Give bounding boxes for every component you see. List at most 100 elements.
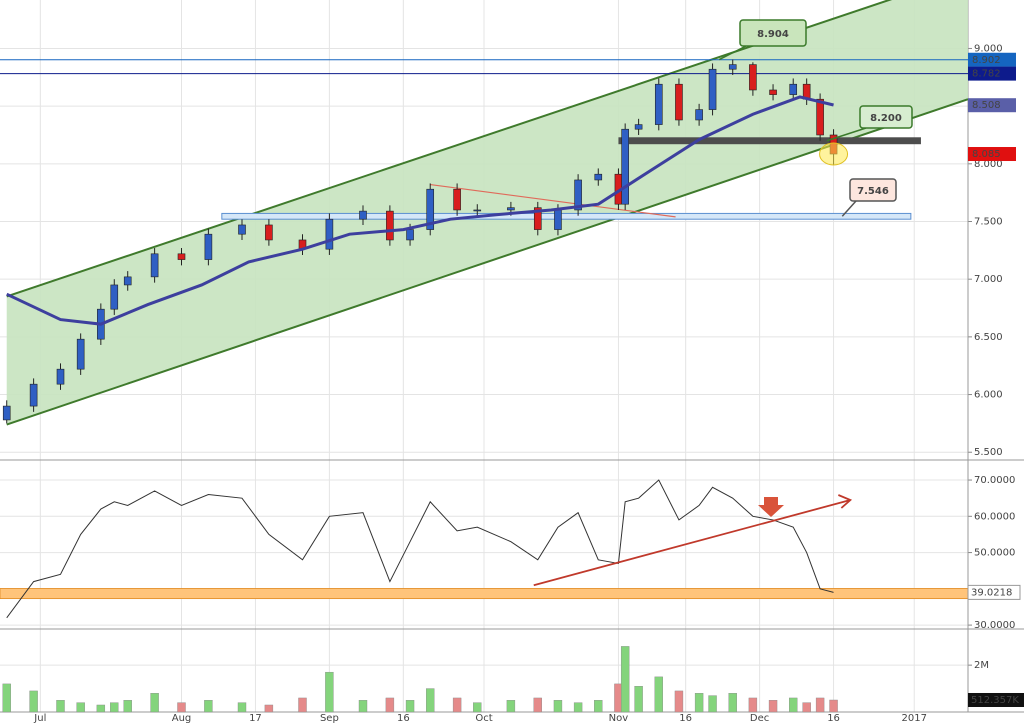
x-tick-label: Aug — [172, 713, 192, 724]
y-tick-label: 70.0000 — [974, 475, 1015, 486]
callout-box — [859, 105, 913, 129]
y-tick-label: 5.500 — [974, 447, 1003, 458]
y-tick-label: 7.000 — [974, 274, 1003, 285]
volume-bar — [123, 700, 132, 713]
candle-body — [708, 68, 717, 110]
volume-bar — [674, 690, 684, 713]
candle-body — [634, 124, 643, 130]
volume-bar — [237, 702, 247, 713]
y-tick-label: 50.0000 — [974, 548, 1015, 559]
rsi-trendline — [533, 499, 851, 587]
volume-bar — [708, 695, 717, 713]
volume-bar — [325, 671, 334, 713]
volume-bar — [426, 688, 435, 713]
volume-bar — [110, 702, 119, 713]
volume-bar — [298, 697, 307, 713]
x-tick-label: 2017 — [901, 713, 926, 724]
x-tick-label: Nov — [609, 713, 629, 724]
volume-bar — [358, 700, 368, 713]
volume-bar — [553, 700, 563, 713]
channel-lower — [6, 98, 968, 426]
volume-bar — [2, 683, 11, 713]
callout-label: 7.546 — [857, 186, 889, 197]
volume-bar — [654, 676, 663, 713]
down-arrow — [758, 497, 784, 517]
volume-bar — [29, 690, 38, 713]
volume-bar — [768, 700, 778, 713]
candle-body — [621, 128, 629, 205]
level-zone — [618, 137, 921, 145]
rsi-line — [6, 479, 834, 619]
x-tick-label: 17 — [249, 713, 262, 724]
y-tick-label: 8.000 — [974, 159, 1003, 170]
volume-bar — [76, 702, 85, 713]
price-badge-label: 8.782 — [972, 69, 1001, 80]
price-badge-label: 8.085 — [972, 149, 1001, 160]
volume-bar — [573, 702, 583, 713]
candle-body — [789, 83, 798, 95]
level-zone — [221, 212, 912, 220]
callout-label: 8.904 — [757, 29, 789, 40]
trendline — [430, 183, 676, 218]
callout-pointer — [826, 127, 867, 142]
callout-pointer — [718, 45, 747, 61]
x-tick-label: 16 — [827, 713, 840, 724]
candle-body — [507, 207, 515, 211]
candle-body — [265, 224, 273, 241]
y-tick-label: 6.000 — [974, 390, 1003, 401]
candle-body — [150, 253, 159, 278]
volume-bar — [56, 700, 65, 713]
volume-bar — [815, 697, 825, 713]
candle-body — [816, 98, 824, 136]
volume-bar — [506, 700, 516, 713]
price-badge-label: 8.902 — [972, 55, 1001, 66]
candle-body — [238, 224, 246, 235]
volume-bar — [264, 704, 274, 713]
volume-bar — [748, 697, 758, 713]
volume-bar — [405, 700, 415, 713]
candle-body — [386, 210, 394, 241]
x-tick-label: 16 — [397, 713, 410, 724]
price-panel — [0, 0, 968, 426]
candle-body — [749, 64, 757, 91]
volume-bar — [473, 702, 482, 713]
y-tick-label: 60.0000 — [974, 511, 1015, 522]
x-tick-label: Dec — [750, 713, 769, 724]
x-tick-label: 16 — [679, 713, 692, 724]
candle-body — [325, 218, 334, 250]
candle-body — [76, 338, 85, 370]
volume-bar — [150, 693, 159, 713]
candle-body — [406, 229, 414, 241]
candle-body — [769, 89, 777, 95]
price-badge-label: 8.508 — [972, 100, 1001, 111]
candle-body — [204, 233, 213, 260]
candle-body — [426, 188, 435, 230]
y-tick-label: 6.500 — [974, 332, 1003, 343]
volume-bar — [204, 700, 213, 713]
x-tick-label: Jul — [33, 713, 46, 724]
candle-body — [574, 179, 582, 211]
candle-body — [675, 83, 683, 121]
x-tick-label: Sep — [320, 713, 339, 724]
candle-body — [654, 83, 663, 125]
candle-body — [533, 207, 542, 230]
candle-body — [695, 109, 703, 121]
y-tick-label: 9.000 — [974, 43, 1003, 54]
candle-body — [594, 173, 603, 181]
moving-average — [6, 95, 834, 326]
candle-body — [2, 405, 11, 421]
volume-badge-label: 512.357K — [971, 695, 1019, 706]
price-badge — [968, 98, 1016, 113]
callout-box — [849, 178, 897, 202]
y-tick-label: 7.500 — [974, 217, 1003, 228]
price-badge — [968, 147, 1016, 162]
rsi-badge-label: 39.0218 — [971, 587, 1012, 598]
candle-body — [56, 368, 65, 385]
volume-bar — [594, 700, 603, 713]
candle-body — [177, 253, 186, 260]
volume-bar — [829, 699, 838, 713]
y-tick-label: 30.0000 — [974, 620, 1015, 631]
volume-badge — [968, 692, 1024, 707]
callout-pointer — [841, 200, 857, 217]
